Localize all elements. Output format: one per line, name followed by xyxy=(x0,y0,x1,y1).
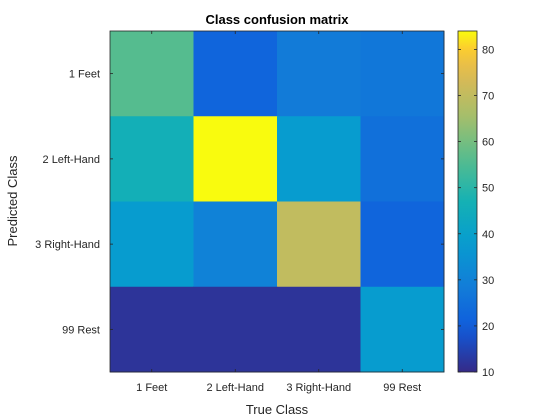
colorbar-tick-label: 20 xyxy=(482,321,494,333)
chart-title: Class confusion matrix xyxy=(205,12,349,27)
x-tick-label: 99 Rest xyxy=(383,382,421,394)
colorbar-tick-label: 50 xyxy=(482,183,494,195)
x-tick-label: 1 Feet xyxy=(136,382,167,394)
heatmap-cell xyxy=(277,31,361,117)
heatmap-cell xyxy=(193,286,278,373)
x-tick-label: 3 Right-Hand xyxy=(286,382,351,394)
heatmap-cell xyxy=(193,116,278,202)
x-axis-ticks: 1 Feet 2 Left-Hand 3 Right-Hand 99 Rest xyxy=(136,31,421,394)
heatmap-cell xyxy=(110,31,194,117)
heatmap-cell xyxy=(360,286,445,373)
plot-frame xyxy=(109,30,445,373)
heatmap-cell xyxy=(110,201,194,288)
colorbar-tick-label: 60 xyxy=(482,137,494,149)
colorbar-tick-label: 30 xyxy=(482,275,494,287)
colorbar-tick-label: 80 xyxy=(482,44,494,56)
colorbar-tick-label: 70 xyxy=(482,91,494,103)
x-tick-label: 2 Left-Hand xyxy=(207,382,264,394)
y-tick-label: 3 Right-Hand xyxy=(35,239,100,251)
heatmap-cell xyxy=(277,201,361,288)
colorbar: 10 20 30 40 50 60 70 80 xyxy=(457,30,494,379)
colorbar-tick-label: 10 xyxy=(482,367,494,379)
heatmap-cell xyxy=(193,201,278,288)
heatmap-cell xyxy=(277,286,361,373)
heatmap-cells xyxy=(110,31,445,373)
colorbar-gradient xyxy=(457,30,478,373)
y-tick-label: 99 Rest xyxy=(62,324,100,336)
y-axis-label: Predicted Class xyxy=(5,155,20,247)
heatmap-cell xyxy=(360,31,445,117)
heatmap-cell xyxy=(193,31,278,117)
heatmap-cell xyxy=(277,116,361,202)
y-tick-label: 1 Feet xyxy=(69,69,100,81)
heatmap-cell xyxy=(360,116,445,202)
y-axis-ticks: 1 Feet 2 Left-Hand 3 Right-Hand 99 Rest xyxy=(35,69,444,336)
x-axis-label: True Class xyxy=(246,402,309,417)
y-tick-label: 2 Left-Hand xyxy=(43,154,100,166)
heatmap-cell xyxy=(110,116,194,202)
heatmap-cell xyxy=(110,286,194,373)
heatmap-cell xyxy=(360,201,445,288)
colorbar-tick-label: 40 xyxy=(482,229,494,241)
